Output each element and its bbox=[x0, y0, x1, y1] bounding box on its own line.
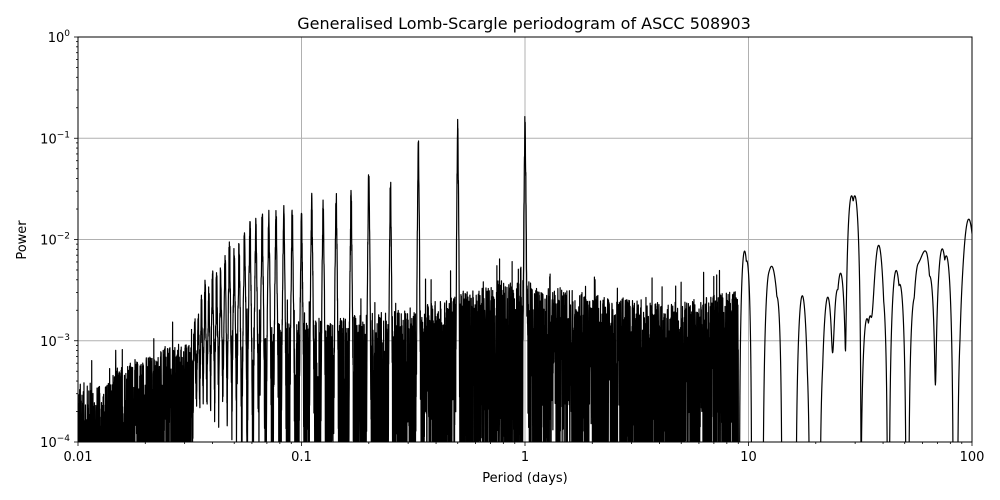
x-tick-label: 0.01 bbox=[64, 450, 93, 465]
y-axis-label: Power bbox=[15, 220, 30, 260]
y-tick-label: 100 bbox=[48, 29, 71, 46]
y-axis-ticks: 100 10−1 10−2 10−3 10−4 bbox=[40, 29, 78, 451]
x-axis-ticks: 0.01 0.1 1 10 100 bbox=[64, 442, 985, 465]
y-tick-label: 10−4 bbox=[40, 434, 70, 451]
y-tick-label: 10−3 bbox=[40, 333, 70, 350]
x-tick-label: 100 bbox=[960, 450, 985, 465]
x-axis-label: Period (days) bbox=[482, 471, 568, 486]
x-tick-label: 0.1 bbox=[291, 450, 312, 465]
y-tick-label: 10−1 bbox=[40, 130, 70, 147]
y-tick-label: 10−2 bbox=[40, 232, 70, 249]
periodogram-curve bbox=[78, 115, 972, 442]
grid-lines bbox=[77, 36, 973, 443]
periodogram-line bbox=[78, 115, 972, 442]
chart-title: Generalised Lomb-Scargle periodogram of … bbox=[297, 14, 751, 33]
x-tick-label: 1 bbox=[521, 450, 529, 465]
x-tick-label: 10 bbox=[740, 450, 757, 465]
